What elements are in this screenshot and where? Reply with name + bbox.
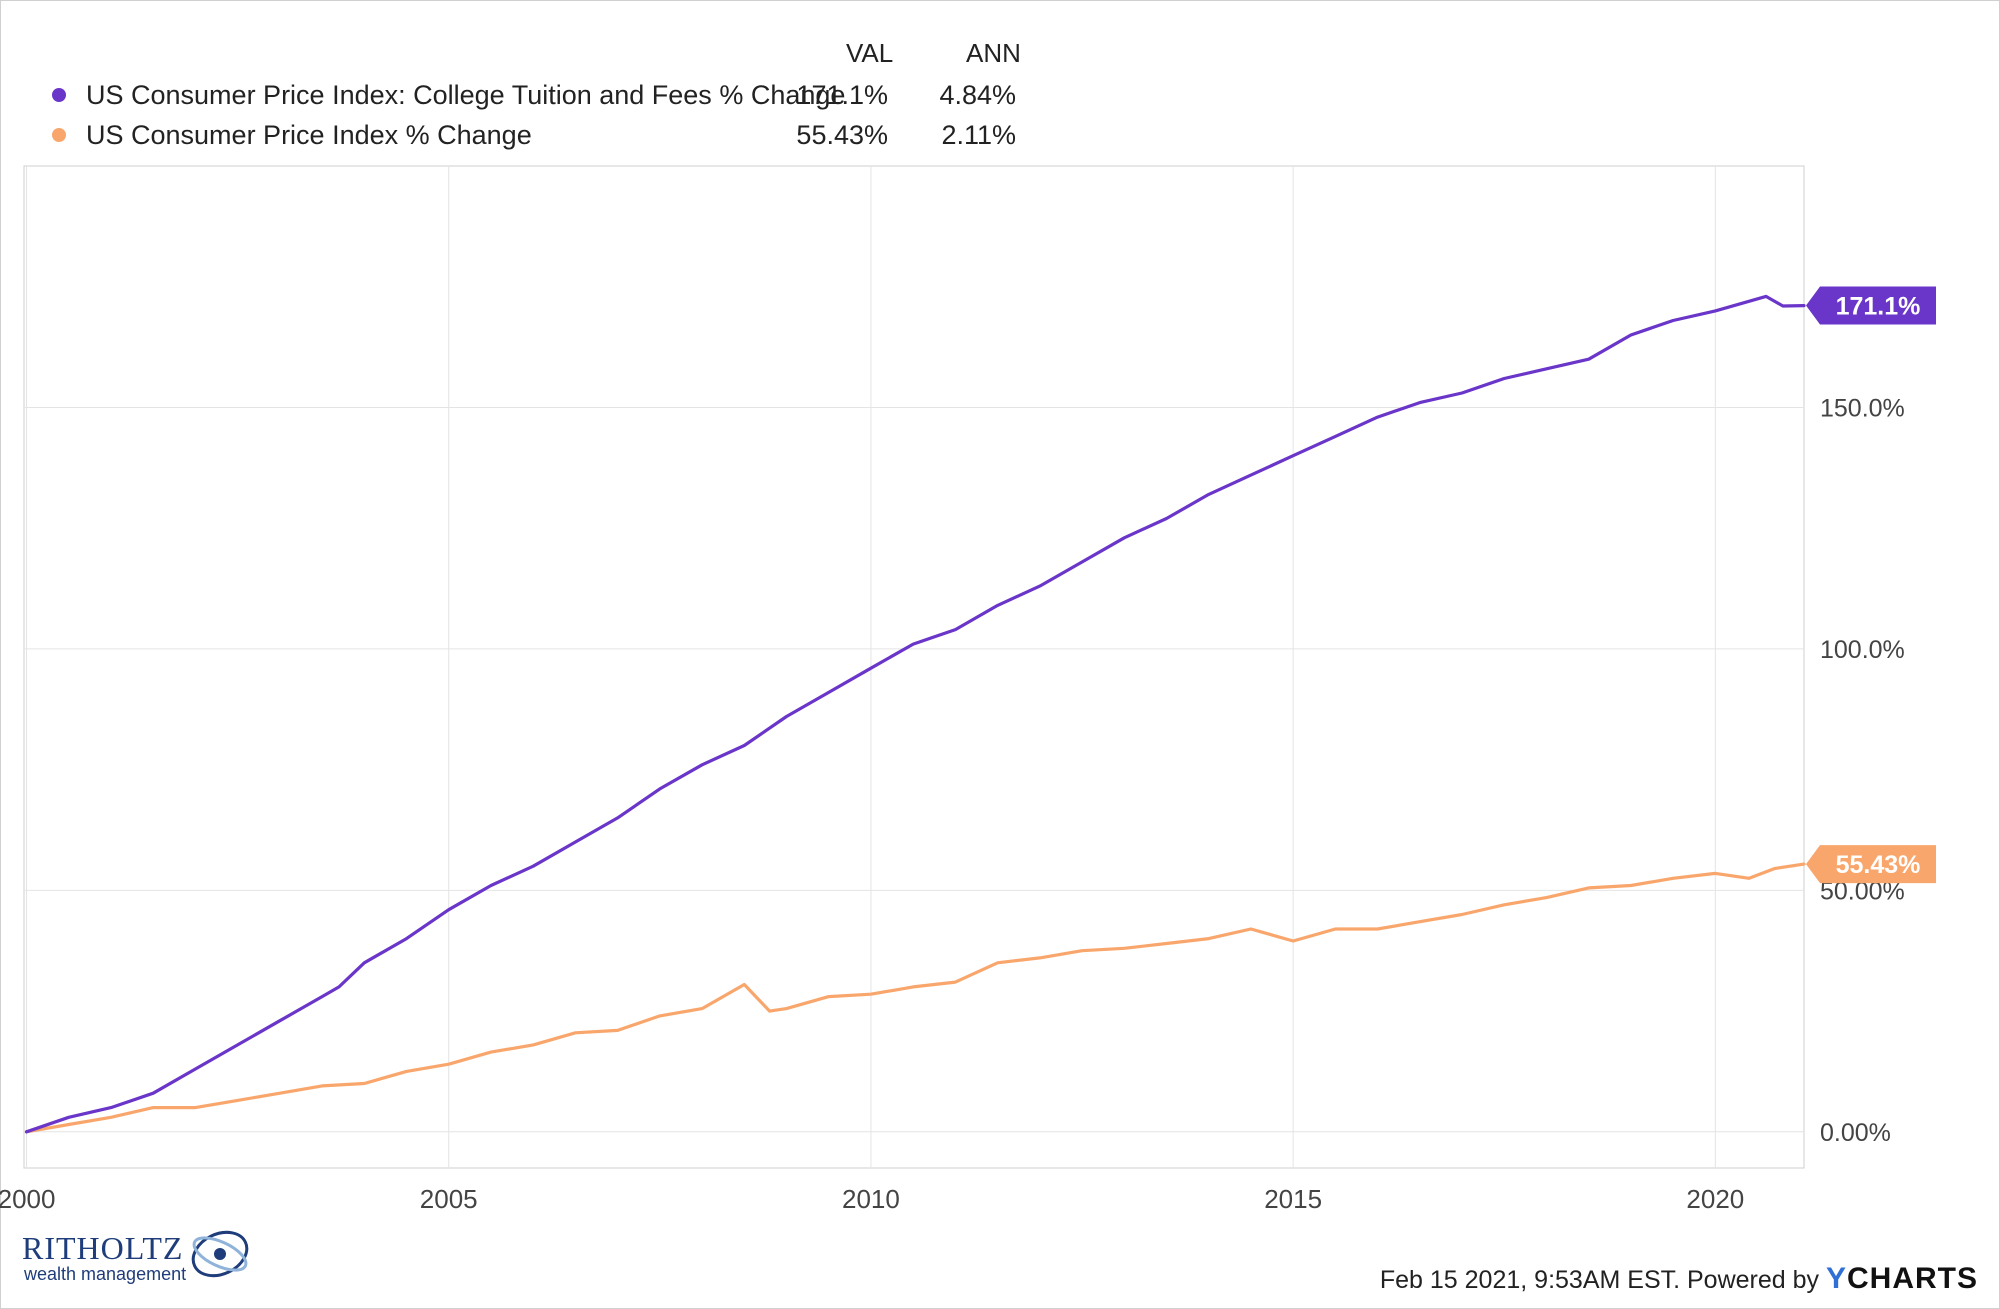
- legend-val-cpi: 55.43%: [796, 120, 888, 150]
- legend-dot-tuition: [52, 88, 66, 102]
- plot-area: [23, 165, 1805, 1169]
- legend-header-val: VAL: [846, 38, 894, 68]
- legend-ann-tuition: 4.84%: [939, 80, 1016, 110]
- legend-dot-cpi: [52, 128, 66, 142]
- legend-label-cpi: US Consumer Price Index % Change: [86, 120, 532, 150]
- logo-emblem-icon: [191, 1230, 249, 1278]
- series-line-1: [24, 862, 1806, 1134]
- y-tick-label: 100.0%: [1820, 636, 1905, 664]
- logo-name: RITHOLTZ: [22, 1230, 184, 1266]
- x-tick-label: 2000: [0, 1184, 55, 1214]
- legend-row-cpi[interactable]: US Consumer Price Index % Change 55.43% …: [0, 116, 1100, 156]
- x-tick-label: 2020: [1686, 1184, 1744, 1214]
- y-tick-label: 150.0%: [1820, 394, 1905, 422]
- legend-val-tuition: 171.1%: [796, 80, 888, 110]
- legend-label-tuition: US Consumer Price Index: College Tuition…: [86, 80, 846, 110]
- y-tick-label: 0.00%: [1820, 1119, 1891, 1147]
- x-tick-label: 2015: [1264, 1184, 1322, 1214]
- legend-header-ann: ANN: [966, 38, 1021, 68]
- end-value-flag-0: [1806, 286, 1936, 325]
- footer-text: Feb 15 2021, 9:53AM EST. Powered by: [1379, 1266, 1820, 1294]
- end-value-flag-1: [1806, 845, 1936, 884]
- x-tick-label: 2005: [420, 1184, 478, 1214]
- legend: VAL ANN US Consumer Price Index: College…: [0, 0, 1100, 160]
- legend-ann-cpi: 2.11%: [941, 120, 1016, 150]
- end-value-label-0: 171.1%: [1836, 293, 1921, 321]
- series-line-0: [24, 294, 1806, 1134]
- ycharts-brand[interactable]: YCHARTS: [1825, 1262, 1978, 1295]
- end-value-label-1: 55.43%: [1836, 851, 1921, 879]
- logo-subtitle: wealth management: [24, 1264, 187, 1284]
- footer-attribution: Feb 15 2021, 9:53AM EST. Powered by YCHA…: [1380, 1262, 1978, 1296]
- ritholtz-logo: RITHOLTZ wealth management: [22, 1228, 262, 1288]
- x-tick-label: 2010: [842, 1184, 900, 1214]
- legend-row-tuition[interactable]: US Consumer Price Index: College Tuition…: [0, 76, 1100, 116]
